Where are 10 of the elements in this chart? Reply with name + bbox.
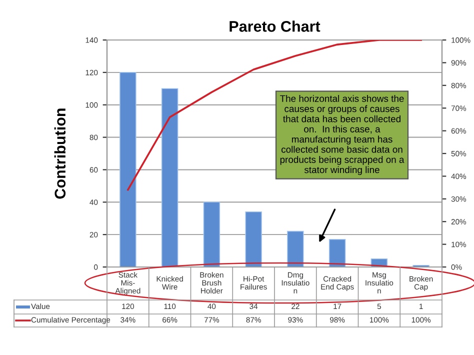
y-axis-title: Contribution	[54, 108, 66, 199]
annotation: The horizontal axis shows the causes or groups of causes that data has been collected on. In this case, a manufacturing team has collected some basic data on products being scrapped on a stator winding line	[280, 94, 404, 176]
bar	[287, 230, 304, 267]
bar	[245, 211, 262, 267]
line-series	[127, 40, 422, 191]
bar	[328, 239, 346, 267]
bar	[120, 72, 136, 267]
chart-title: Pareto Chart	[230, 20, 320, 32]
bar	[203, 202, 220, 267]
bar	[161, 88, 178, 267]
